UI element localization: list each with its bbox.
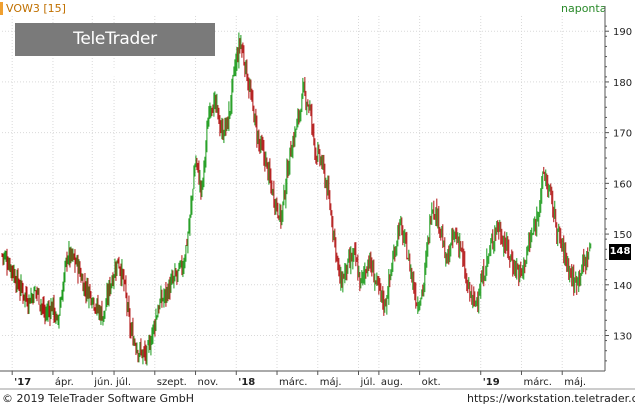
x-tick-label: márc.: [279, 376, 307, 388]
x-tick-label: júl.: [360, 376, 376, 388]
period-label[interactable]: naponta: [561, 2, 607, 15]
x-tick-label: márc.: [523, 376, 551, 388]
y-tick-label: 170: [613, 129, 632, 140]
y-tick-label: 180: [613, 78, 632, 89]
last-price-badge: 148: [609, 244, 631, 260]
x-tick-label: nov.: [198, 377, 219, 388]
x-tick-label: júl.: [115, 376, 131, 388]
y-tick-label: 150: [613, 230, 632, 241]
x-tick-label: okt.: [422, 377, 441, 388]
x-axis-labels: '17 ápr. jún. júl. szept. nov. '18 márc. máj. júl…: [14, 376, 586, 388]
y-axis-labels: 130 140 150 160 170 180 190: [613, 27, 632, 342]
x-tick-label: máj.: [564, 376, 586, 388]
x-tick-label: '19: [483, 377, 500, 388]
x-tick-label: '18: [238, 377, 255, 388]
teletrader-logo: TeleTrader WorkStation: [15, 23, 215, 82]
x-tick-label: szept.: [157, 377, 187, 388]
y-tick-label: 190: [613, 27, 632, 38]
x-tick-label: máj.: [320, 376, 342, 388]
x-tick-label: aug.: [381, 377, 403, 388]
chart-axes: [0, 6, 635, 390]
symbol-label[interactable]: VOW3 [15]: [6, 2, 66, 15]
footer-url[interactable]: https://workstation.teletrader.com: [467, 392, 635, 405]
symbol-marker: [0, 2, 3, 15]
x-tick-label: ápr.: [55, 376, 74, 388]
copyright-text: © 2019 TeleTrader Software GmbH: [2, 392, 195, 405]
x-tick-label: jún.: [93, 376, 113, 388]
y-tick-label: 130: [613, 332, 632, 343]
candle-series: [1, 32, 592, 366]
x-tick-label: '17: [14, 377, 31, 388]
y-tick-label: 140: [613, 281, 632, 292]
chart-grid: [2, 16, 605, 371]
y-tick-label: 160: [613, 179, 632, 190]
